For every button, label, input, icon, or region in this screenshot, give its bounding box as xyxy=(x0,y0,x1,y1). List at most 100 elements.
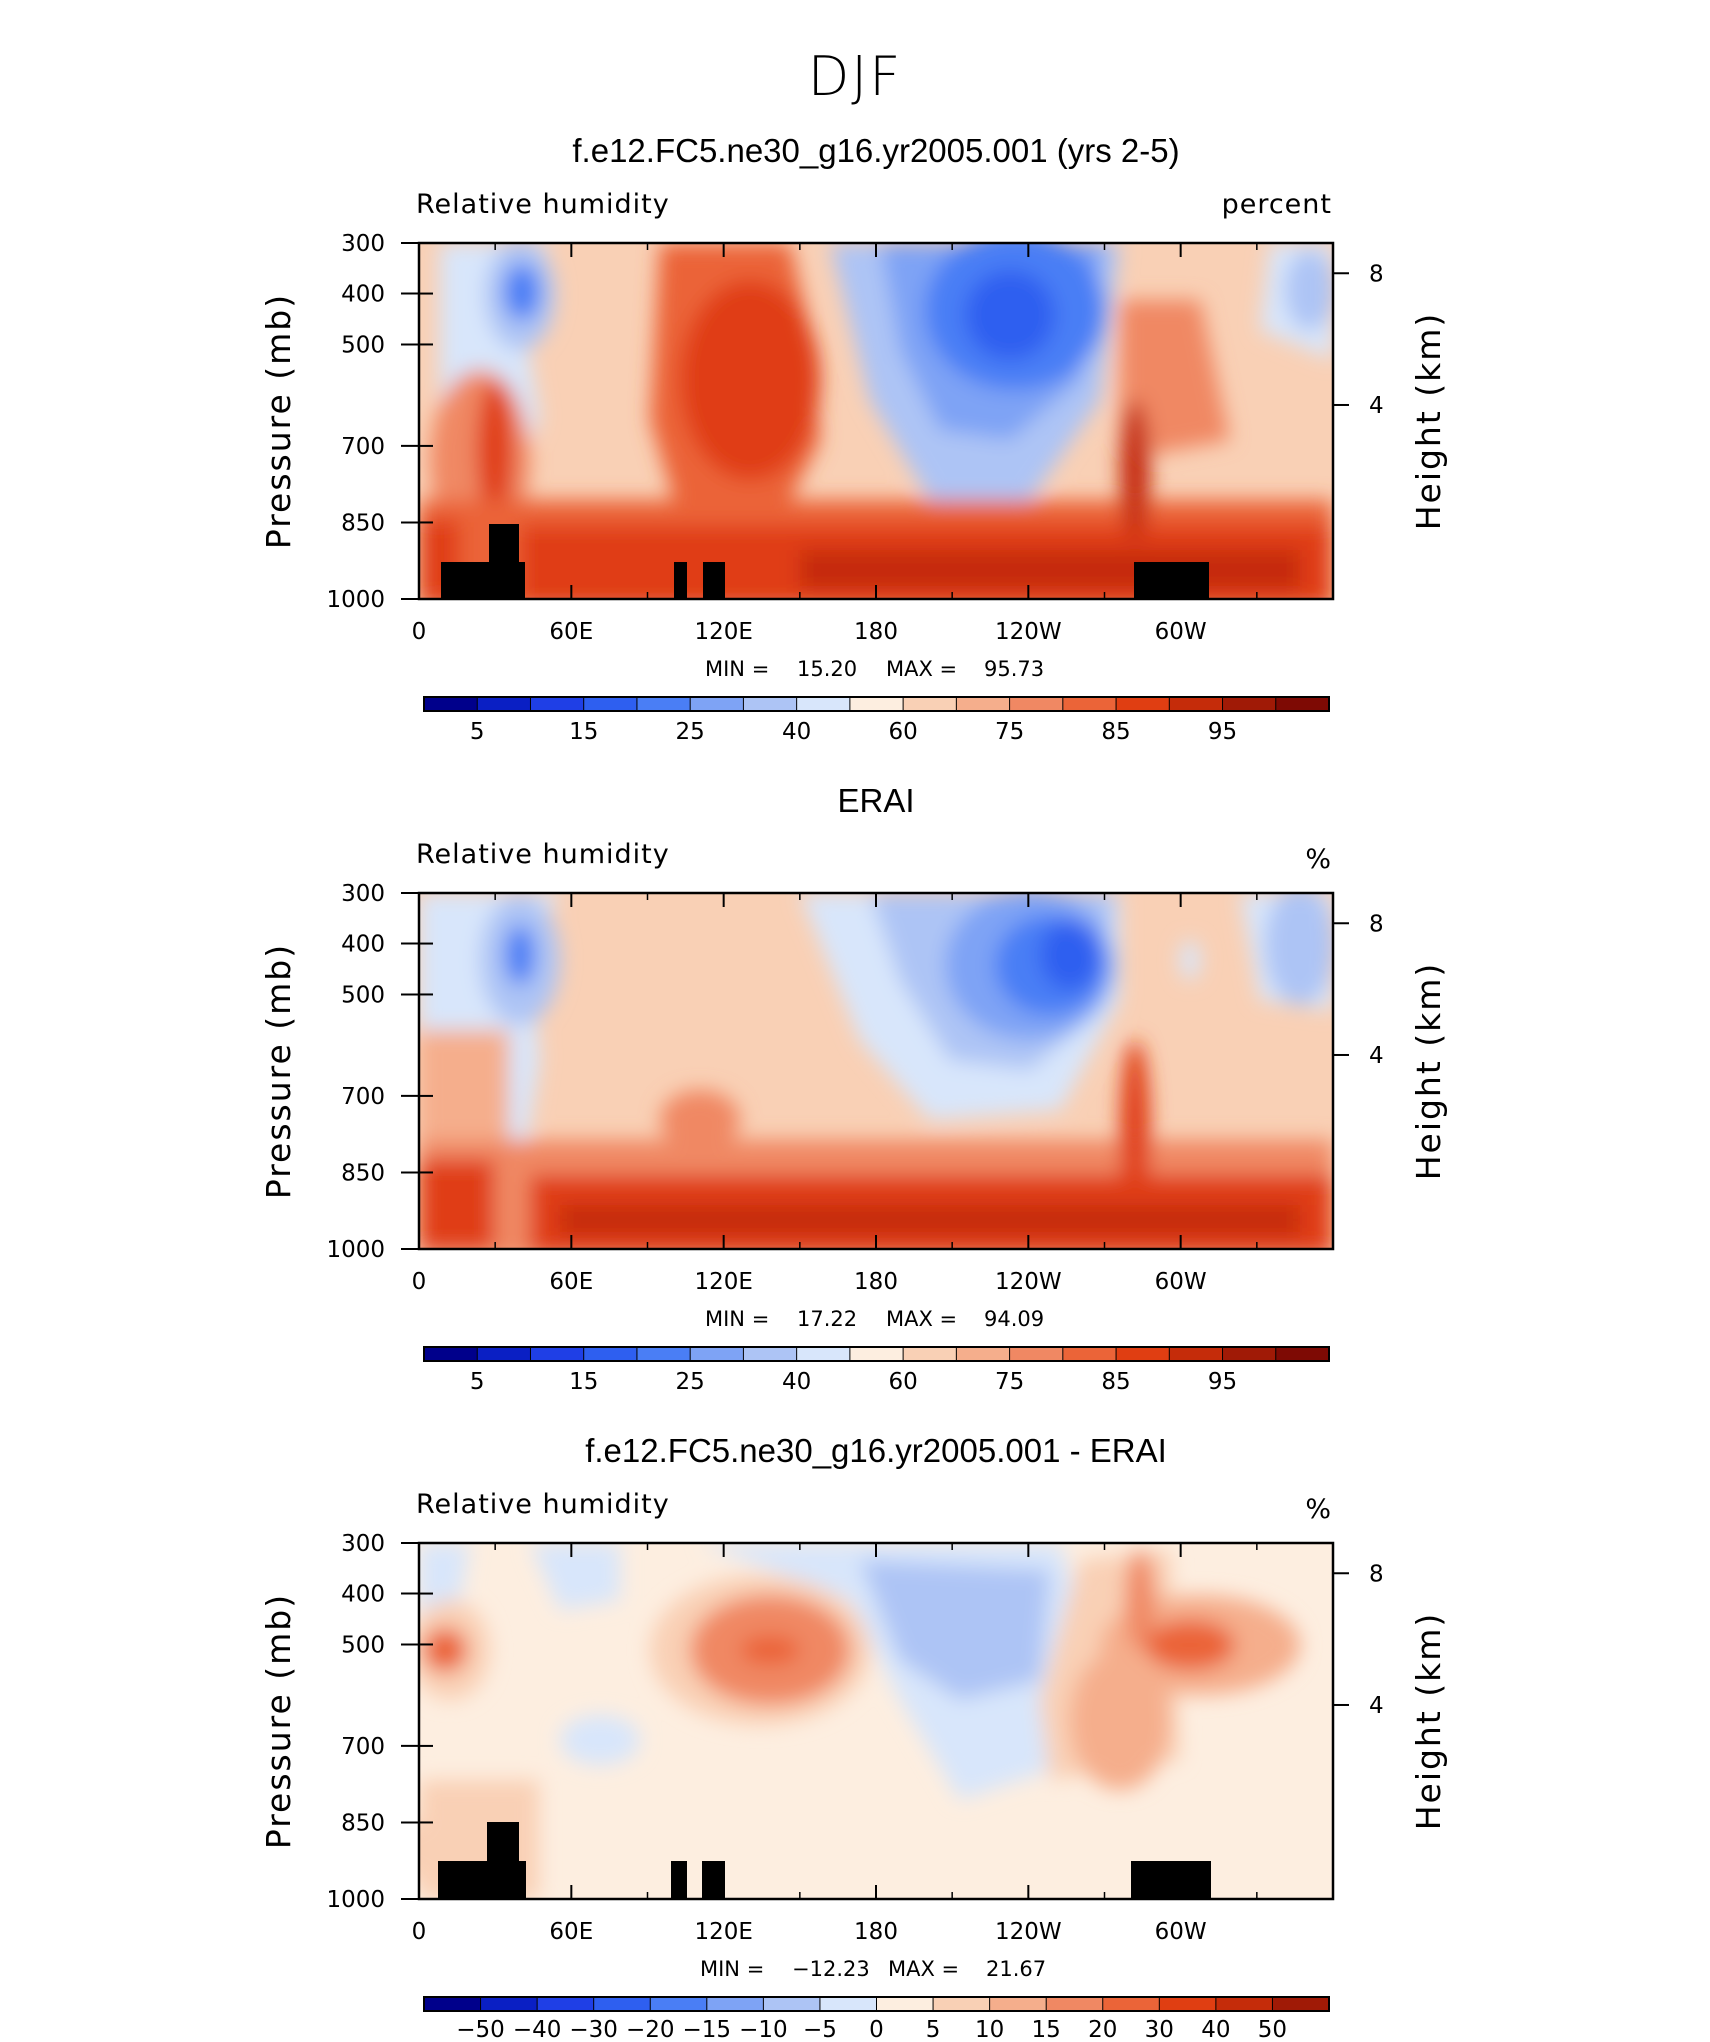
colorbar-label: 5 xyxy=(470,719,485,745)
colorbar-swatch xyxy=(1222,1346,1277,1362)
y-tick-label: 500 xyxy=(341,982,385,1008)
colorbar-swatch xyxy=(819,1996,878,2012)
topography-mask xyxy=(441,524,1209,599)
colorbar-label: 15 xyxy=(569,719,598,745)
y-tick-label: 400 xyxy=(341,282,385,308)
colorbar-swatch xyxy=(932,1996,991,2012)
y-tick-label: 300 xyxy=(341,231,385,257)
x-tick-label: 120E xyxy=(694,1919,752,1945)
max-label: MAX = xyxy=(886,1307,957,1331)
y2-tick-label: 8 xyxy=(1369,911,1384,937)
colorbar-frame xyxy=(423,1346,1330,1362)
y-tick-label: 300 xyxy=(341,881,385,907)
colorbar: 5 15 25 40 60 75 85 95 xyxy=(423,1346,1330,1395)
colorbar-swatch xyxy=(1009,1346,1064,1362)
y2-tick-label: 4 xyxy=(1369,1693,1384,1719)
colorbar-swatch xyxy=(1062,696,1118,712)
min-value: 15.20 xyxy=(797,657,857,681)
colorbar-label: 40 xyxy=(782,1369,811,1395)
colorbar-label: 50 xyxy=(1258,2017,1287,2038)
colorbar-swatch xyxy=(902,1346,958,1362)
x-tick-label: 0 xyxy=(412,1919,427,1945)
panel-title: f.e12.FC5.ne30_g16.yr2005.001 (yrs 2-5) xyxy=(572,132,1179,169)
min-value: −12.23 xyxy=(792,1957,870,1981)
x-tick-label: 180 xyxy=(854,1269,898,1295)
colorbar-label: −30 xyxy=(569,2017,618,2038)
colorbar-swatch xyxy=(480,1996,539,2012)
y-tick-label: 400 xyxy=(341,932,385,958)
y2-tick-label: 8 xyxy=(1369,261,1384,287)
colorbar-swatch xyxy=(689,696,745,712)
min-label: MIN = xyxy=(705,1307,769,1331)
x-tick-label: 120W xyxy=(995,619,1062,645)
colorbar-swatch xyxy=(1158,1996,1217,2012)
x-tick-label: 120W xyxy=(995,1269,1062,1295)
contour-field xyxy=(419,243,1333,599)
panel-title: ERAI xyxy=(837,782,914,819)
colorbar-swatch xyxy=(1168,1346,1224,1362)
max-value: 21.67 xyxy=(986,1957,1046,1981)
colorbar-swatch xyxy=(876,1996,935,2012)
left-label: Relative humidity xyxy=(416,1489,670,1520)
colorbar-label: 0 xyxy=(869,2017,884,2038)
contour-field xyxy=(419,1543,1333,1899)
y-tick-label: 1000 xyxy=(326,1887,385,1913)
min-value: 17.22 xyxy=(797,1307,857,1331)
max-value: 94.09 xyxy=(984,1307,1044,1331)
colorbar-swatch xyxy=(1115,1346,1171,1362)
x-tick-label: 60E xyxy=(549,619,593,645)
colorbar-swatch xyxy=(636,1346,692,1362)
colorbar-label: −40 xyxy=(513,2017,562,2038)
right-label: % xyxy=(1305,1494,1332,1525)
colorbar-label: 75 xyxy=(995,1369,1024,1395)
colorbar-swatch xyxy=(796,1346,851,1362)
y-tick-label: 850 xyxy=(341,1810,385,1836)
colorbar-swatch xyxy=(1275,696,1330,712)
colorbar-frame xyxy=(423,1996,1330,2012)
colorbar-swatch xyxy=(796,696,851,712)
x-tick-label: 60W xyxy=(1155,1919,1207,1945)
colorbar-label: 40 xyxy=(1201,2017,1230,2038)
y2-axis-title: Height (km) xyxy=(1409,962,1448,1181)
y-tick-label: 400 xyxy=(341,1582,385,1608)
y-axis-title: Pressure (mb) xyxy=(259,1593,298,1849)
y-tick-label: 1000 xyxy=(326,1237,385,1263)
y-tick-label: 700 xyxy=(341,434,385,460)
colorbar-swatch xyxy=(593,1996,652,2012)
colorbar-swatch xyxy=(689,1346,745,1362)
colorbar-label: −15 xyxy=(683,2017,732,2038)
max-value: 95.73 xyxy=(984,657,1044,681)
colorbar-label: 95 xyxy=(1208,1369,1237,1395)
colorbar-swatch xyxy=(1009,696,1064,712)
colorbar-swatch xyxy=(423,1996,482,2012)
colorbar-label: 30 xyxy=(1145,2017,1174,2038)
y-tick-label: 300 xyxy=(341,1531,385,1557)
x-tick-label: 60W xyxy=(1155,1269,1207,1295)
colorbar-label: −20 xyxy=(626,2017,675,2038)
contour-field xyxy=(419,893,1333,1249)
y-axis-title: Pressure (mb) xyxy=(259,943,298,1199)
colorbar-label: 10 xyxy=(975,2017,1004,2038)
colorbar-swatch xyxy=(529,1346,585,1362)
colorbar-label: 15 xyxy=(1032,2017,1061,2038)
panel-title: f.e12.FC5.ne30_g16.yr2005.001 - ERAI xyxy=(585,1432,1167,1469)
colorbar-label: 25 xyxy=(676,1369,705,1395)
colorbar-swatch xyxy=(1271,1996,1330,2012)
colorbar-label: 60 xyxy=(888,719,917,745)
colorbar: 5 15 25 40 60 75 85 95 xyxy=(423,696,1330,745)
y-tick-label: 850 xyxy=(341,510,385,536)
colorbar-swatch xyxy=(706,1996,765,2012)
left-label: Relative humidity xyxy=(416,839,670,870)
x-tick-label: 0 xyxy=(412,619,427,645)
colorbar-label: 85 xyxy=(1101,1369,1130,1395)
colorbar-swatch xyxy=(1222,696,1277,712)
y-tick-label: 1000 xyxy=(326,587,385,613)
colorbar-frame xyxy=(423,696,1330,712)
max-label: MAX = xyxy=(888,1957,959,1981)
colorbar-swatch xyxy=(742,696,798,712)
colorbar-swatch xyxy=(1168,696,1224,712)
colorbar-swatch xyxy=(476,696,532,712)
right-label: percent xyxy=(1222,189,1332,220)
y-tick-label: 850 xyxy=(341,1160,385,1186)
